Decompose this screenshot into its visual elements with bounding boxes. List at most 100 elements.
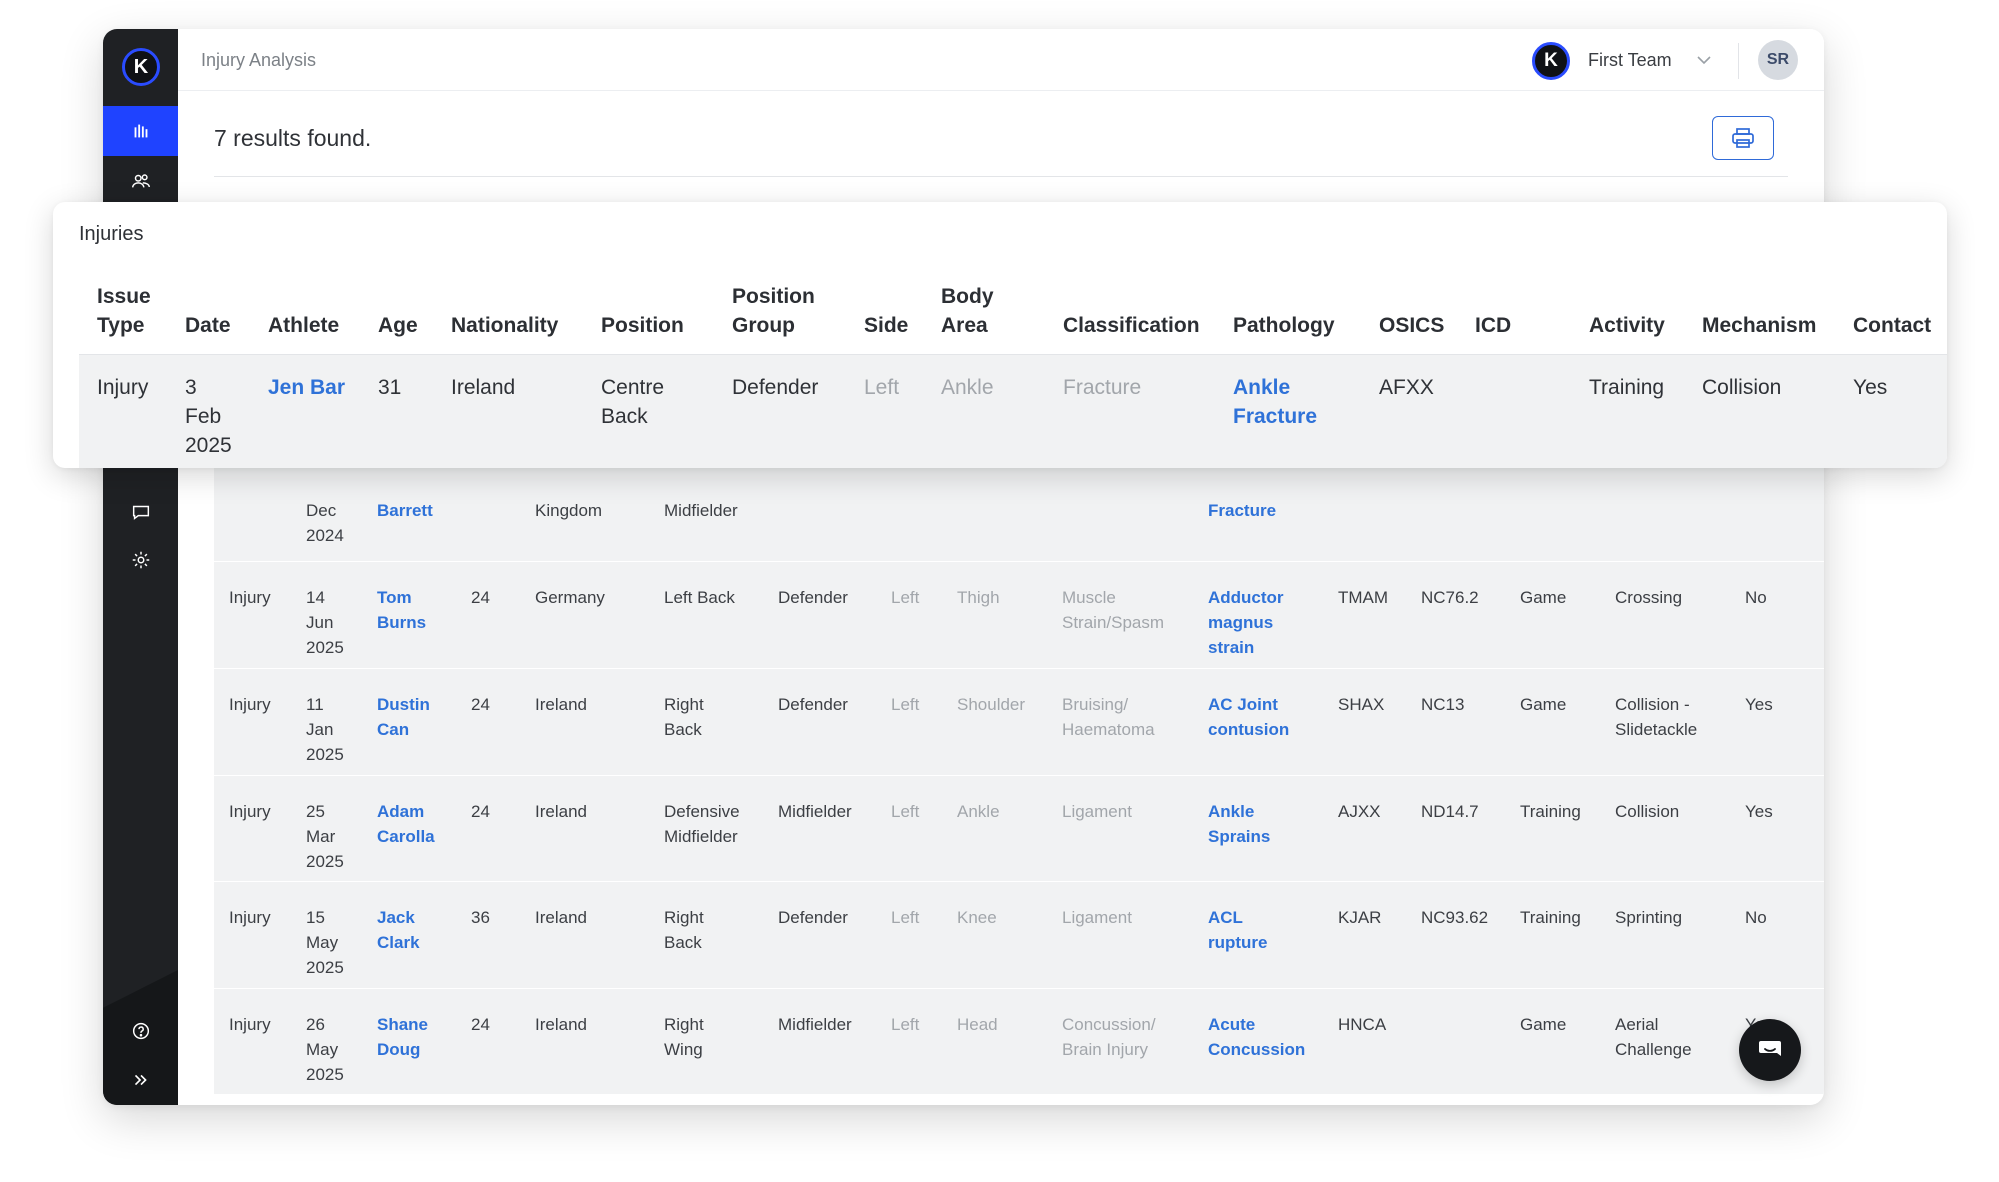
avatar[interactable]: SR [1758,40,1798,80]
table-row[interactable]: Injury 25 Mar 2025 Adam Carolla 24 Ireland … [214,776,1824,882]
activity-cell: Game [1520,695,1567,714]
nav-messages[interactable] [103,487,178,537]
header-pathology[interactable]: Pathology [1233,314,1335,337]
header-osics[interactable]: OSICS [1379,314,1445,337]
issue-type-cell: Injury [97,376,149,399]
header-side[interactable]: Side [864,314,909,337]
pathology-link[interactable]: Ankle Fracture [1233,376,1318,428]
nav-help[interactable] [103,1006,178,1056]
header-activity[interactable]: Activity [1589,314,1665,337]
date-cell: Dec 2024 [306,501,344,545]
table-row[interactable]: Injury 3 Feb 2025 Jen Bar 31 Ireland Centr… [79,355,1947,468]
issue-type-cell: Injury [229,802,271,821]
osics-cell: TMAM [1338,588,1389,607]
help-icon [132,1022,149,1040]
nav-athletes[interactable] [103,156,178,206]
side-cell: Left [891,802,920,821]
pathology-link[interactable]: Acute Concussion [1208,1015,1306,1059]
header-position-group[interactable]: Position Group [732,285,815,337]
icd-cell: ND14.7 [1421,802,1479,821]
classification-cell: Ligament [1062,802,1132,821]
icd-cell: NC13 [1421,695,1465,714]
header-age[interactable]: Age [378,314,418,337]
nationality-cell: Ireland [451,376,516,399]
header-body-area[interactable]: Body Area [941,285,994,337]
header-classification[interactable]: Classification [1063,314,1200,337]
athlete-link[interactable]: Adam Carolla [377,802,435,846]
nationality-cell: Ireland [535,1015,587,1034]
mechanism-cell: Sprinting [1615,908,1683,927]
injury-detail-card: Injuries Issue Type Date Athlete Age Nati… [53,202,1947,468]
nationality-cell: Ireland [535,695,587,714]
table-row[interactable]: Injury 26 May 2025 Shane Doug 24 Ireland Ri… [214,989,1824,1095]
pathology-link[interactable]: Adductor magnus strain [1208,588,1284,657]
side-cell: Left [891,1015,920,1034]
chat-bubble-icon [1759,1041,1781,1056]
users-icon [131,174,150,188]
date-cell: 25 Mar 2025 [306,802,344,871]
body-area-cell: Shoulder [957,695,1026,714]
header-athlete[interactable]: Athlete [268,314,340,337]
nav-settings[interactable] [103,535,178,585]
athlete-link[interactable]: Jack Clark [377,908,420,952]
side-cell: Left [891,695,920,714]
athlete-link[interactable]: Shane Doug [377,1015,429,1059]
contact-cell: Yes [1745,695,1773,714]
body-area-cell: Ankle [941,376,994,399]
athlete-link[interactable]: Jen Bar [268,376,346,399]
activity-cell: Game [1520,588,1567,607]
pathology-link[interactable]: Ankle Sprains [1208,802,1271,846]
osics-cell: KJAR [1338,908,1382,927]
osics-cell: SHAX [1338,695,1385,714]
position-group-cell: Defender [732,376,819,399]
table-row[interactable]: Injury 14 Jun 2025 Tom Burns 24 Germany Lef… [214,562,1824,669]
app-logo[interactable]: K [122,48,160,86]
team-selector[interactable]: First Team [1588,50,1672,70]
position-cell: Right Wing [664,1015,704,1059]
mechanism-cell: Aerial Challenge [1615,1015,1692,1059]
header-nationality[interactable]: Nationality [451,314,559,337]
issue-type-cell: Injury [229,695,271,714]
pathology-link[interactable]: ACL rupture [1208,908,1268,952]
pathology-link[interactable]: Fracture [1208,501,1277,520]
osics-cell: HNCA [1338,1015,1387,1034]
nationality-cell: Germany [535,588,605,607]
athlete-link[interactable]: Dustin Can [377,695,430,739]
age-cell: 24 [471,588,490,607]
table-row[interactable]: Injury 11 Jan 2025 Dustin Can 24 Ireland Ri… [214,669,1824,776]
age-cell: 24 [471,1015,490,1034]
position-group-cell: Defender [778,695,848,714]
top-bar: Injury Analysis K First Team SR [178,29,1824,91]
position-cell: Right Back [664,695,704,739]
nav-analysis[interactable] [103,106,178,156]
pathology-link[interactable]: AC Joint contusion [1208,695,1290,739]
chat-icon [132,505,149,520]
main-content: Injury Analysis K First Team SR 7 result… [178,29,1824,1105]
nav-expand[interactable] [103,1055,178,1105]
athlete-link[interactable]: Barrett [377,501,433,520]
chevron-down-icon[interactable] [1696,53,1712,67]
icd-cell: NC76.2 [1421,588,1479,607]
header-issue-type[interactable]: Issue Type [97,285,151,337]
print-button[interactable] [1712,116,1774,160]
header-position[interactable]: Position [601,314,684,337]
chat-launcher-button[interactable] [1739,1019,1801,1081]
bar-chart-icon [134,124,147,138]
issue-type-cell: Injury [229,1015,271,1034]
athlete-link[interactable]: Tom Burns [377,588,427,632]
header-date[interactable]: Date [185,314,231,337]
nationality-cell: Kingdom [535,501,603,520]
classification-cell: Ligament [1062,908,1132,927]
table-row[interactable]: Injury 15 May 2025 Jack Clark 36 Ireland Ri… [214,882,1824,989]
header-contact[interactable]: Contact [1853,314,1932,337]
body-area-cell: Knee [957,908,997,927]
activity-cell: Training [1520,802,1581,821]
date-cell: 3 Feb 2025 [185,376,232,457]
date-cell: 14 Jun 2025 [306,588,344,657]
header-icd[interactable]: ICD [1475,314,1512,337]
icd-cell: NC93.62 [1421,908,1489,927]
position-group-cell: Defender [778,588,848,607]
date-cell: 26 May 2025 [306,1015,344,1084]
header-mechanism[interactable]: Mechanism [1702,314,1817,337]
position-cell: Right Back [664,908,704,952]
